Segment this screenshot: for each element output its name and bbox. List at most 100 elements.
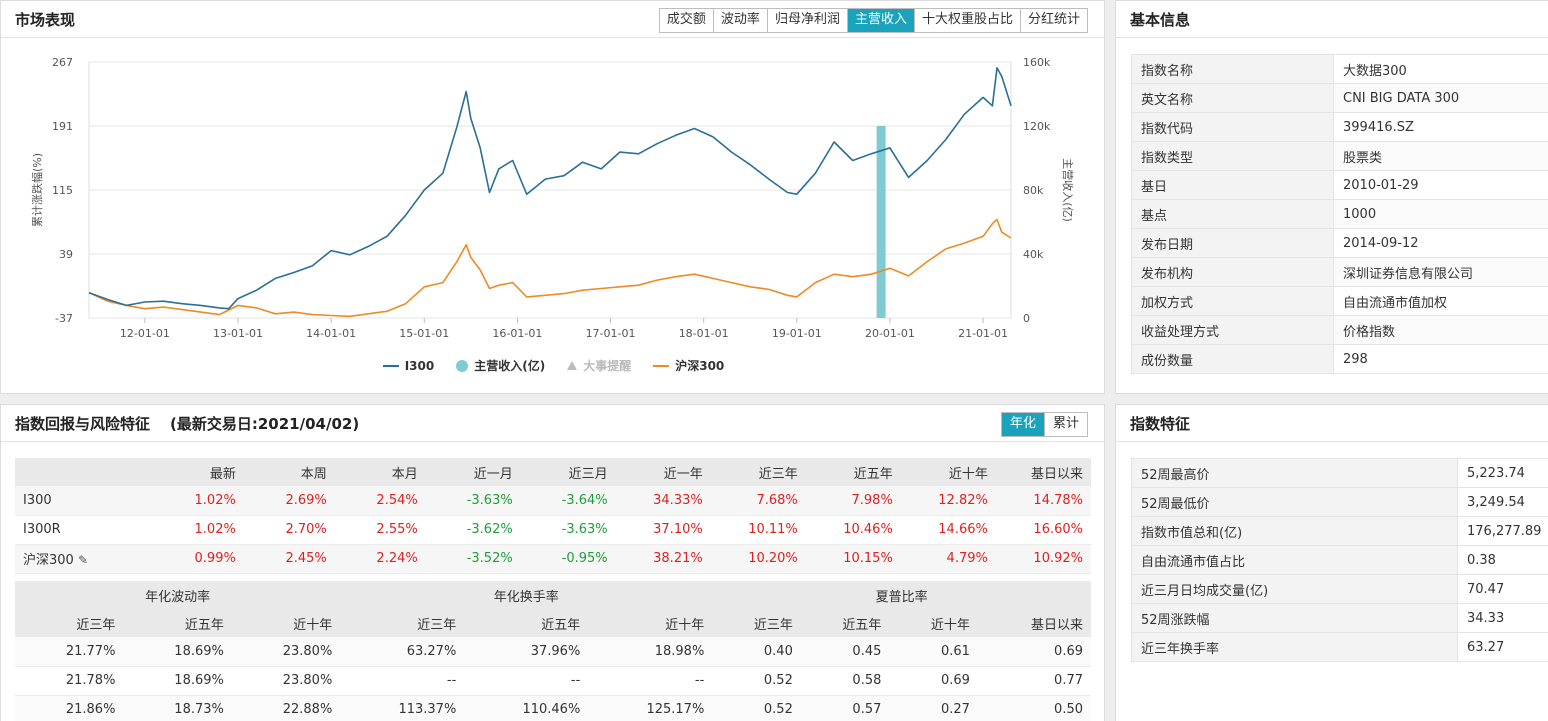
- info-key: 基点: [1131, 199, 1334, 229]
- returns-panel: 指数回报与风险特征 (最新交易日:2021/04/02) 年化 累计 最新 本周 本月…: [0, 404, 1105, 721]
- returns-col-header: 基日以来: [995, 458, 1091, 486]
- risk-value: 0.40: [712, 637, 801, 667]
- info-value: 2010-01-29: [1333, 170, 1548, 200]
- return-value: -3.64%: [520, 486, 616, 516]
- return-value: 2.54%: [334, 486, 426, 516]
- return-value: 2.69%: [243, 486, 335, 516]
- info-row: 英文名称 CNI BIG DATA 300: [1131, 83, 1548, 113]
- table-row: 21.78% 18.69% 23.80% -- -- -- 0.52 0.58 0.69 0.77: [15, 666, 1091, 696]
- info-value: 2014-09-12: [1333, 228, 1548, 258]
- tab-volatility[interactable]: 波动率: [712, 9, 767, 32]
- info-key: 发布机构: [1131, 257, 1334, 287]
- tab-turnover[interactable]: 成交额: [659, 9, 713, 32]
- info-row: 收益处理方式 价格指数: [1131, 315, 1548, 345]
- tab-net-profit[interactable]: 归母净利润: [766, 9, 847, 32]
- return-value: 14.66%: [900, 515, 996, 545]
- y2-tick-label: 0: [1023, 312, 1030, 325]
- return-value: -0.95%: [520, 544, 616, 574]
- info-key: 指数名称: [1131, 54, 1334, 84]
- info-value: 399416.SZ: [1333, 112, 1548, 142]
- legend-revenue[interactable]: 主营收入(亿): [456, 357, 545, 374]
- risk-value: 0.52: [712, 695, 801, 721]
- info-key: 指数类型: [1131, 141, 1334, 171]
- return-value: 7.68%: [710, 486, 806, 516]
- risk-value: 63.27%: [340, 637, 465, 667]
- returns-col-header: 本周: [243, 458, 335, 486]
- toggle-annualized[interactable]: 年化: [1001, 413, 1044, 436]
- risk-col-header: 基日以来: [977, 609, 1091, 637]
- info-row: 加权方式 自由流通市值加权: [1131, 286, 1548, 316]
- return-value: 0.99%: [152, 544, 244, 574]
- legend-hs300[interactable]: 沪深300: [653, 357, 724, 374]
- return-value: 2.70%: [243, 515, 335, 545]
- risk-value: 21.78%: [15, 666, 124, 696]
- return-value: 12.82%: [900, 486, 996, 516]
- return-value: 1.02%: [152, 486, 244, 516]
- risk-value: --: [464, 666, 589, 696]
- info-key: 基日: [1131, 170, 1334, 200]
- return-value: 4.79%: [900, 544, 996, 574]
- risk-value: 22.88%: [231, 695, 341, 721]
- return-value: 10.20%: [710, 544, 806, 574]
- risk-col-header: 近五年: [464, 609, 589, 637]
- risk-value: 23.80%: [231, 666, 341, 696]
- table-row: I300 1.02% 2.69% 2.54% -3.63% -3.64% 34.33% 7.6…: [15, 486, 1091, 516]
- info-key: 英文名称: [1131, 83, 1334, 113]
- tab-dividend[interactable]: 分红统计: [1019, 9, 1087, 32]
- metric-tabs: 成交额 波动率 归母净利润 主营收入 十大权重股占比 分红统计: [658, 8, 1088, 33]
- risk-table: 年化波动率 年化换手率 夏普比率 近三年 近五年 近十年 近三年 近五年 近十年 近三年 近五年 近十…: [15, 581, 1091, 721]
- info-value: 70.47: [1457, 574, 1548, 604]
- tab-revenue[interactable]: 主营收入: [846, 9, 914, 32]
- return-value: 34.33%: [615, 486, 711, 516]
- x-tick-label: 13-01-01: [213, 327, 263, 340]
- info-key: 自由流通市值占比: [1131, 545, 1458, 575]
- info-key: 近三月日均成交量(亿): [1131, 574, 1458, 604]
- i300-line: [88, 67, 1012, 310]
- returns-title: 指数回报与风险特征 (最新交易日:2021/04/02): [15, 415, 360, 433]
- risk-value: 23.80%: [231, 637, 341, 667]
- return-value: 2.55%: [334, 515, 426, 545]
- risk-value: 0.57: [800, 695, 890, 721]
- risk-value: 0.77: [977, 666, 1091, 696]
- return-value: 10.46%: [805, 515, 901, 545]
- risk-value: 18.73%: [123, 695, 232, 721]
- basic-info-table: 指数名称 大数据300 英文名称 CNI BIG DATA 300 指数代码 399416…: [1131, 54, 1548, 374]
- legend-events[interactable]: 大事提醒: [567, 357, 631, 374]
- returns-col-header: 近三年: [710, 458, 806, 486]
- info-row: 基日 2010-01-29: [1131, 170, 1548, 200]
- info-row: 近三月日均成交量(亿) 70.47: [1131, 574, 1548, 604]
- triangle-icon: [567, 361, 578, 370]
- returns-col-header: 近三月: [520, 458, 616, 486]
- y2-tick-label: 120k: [1023, 120, 1051, 133]
- info-value: 1000: [1333, 199, 1548, 229]
- x-tick-label: 17-01-01: [586, 327, 636, 340]
- info-value: 股票类: [1333, 141, 1548, 171]
- legend-i300[interactable]: I300: [382, 357, 434, 374]
- annualized-toggle: 年化 累计: [1000, 412, 1088, 437]
- returns-table: 最新 本周 本月 近一月 近三月 近一年 近三年 近五年 近十年 基日以来 I300 1.02% 2.6…: [15, 458, 1091, 574]
- info-value: CNI BIG DATA 300: [1333, 83, 1548, 113]
- tab-top10-weight[interactable]: 十大权重股占比: [913, 9, 1020, 32]
- risk-value: 21.77%: [15, 637, 124, 667]
- x-tick-label: 12-01-01: [120, 327, 170, 340]
- info-row: 52周涨跌幅 34.33: [1131, 603, 1548, 633]
- toggle-cumulative[interactable]: 累计: [1043, 413, 1087, 436]
- info-row: 指数代码 399416.SZ: [1131, 112, 1548, 142]
- edit-icon[interactable]: ✎: [77, 553, 89, 567]
- risk-col-header: 近五年: [800, 609, 890, 637]
- return-value: -3.63%: [520, 515, 616, 545]
- risk-value: --: [588, 666, 713, 696]
- returns-col-header: 近五年: [805, 458, 901, 486]
- returns-col-header: 近十年: [900, 458, 996, 486]
- risk-group: 夏普比率: [712, 581, 1091, 609]
- risk-value: 0.52: [712, 666, 801, 696]
- risk-value: 37.96%: [464, 637, 589, 667]
- risk-value: 21.86%: [15, 695, 124, 721]
- info-key: 成份数量: [1131, 344, 1334, 374]
- return-value: 7.98%: [805, 486, 901, 516]
- risk-col-header: 近十年: [588, 609, 713, 637]
- info-value: 深圳证券信息有限公司: [1333, 257, 1548, 287]
- return-value: 14.78%: [995, 486, 1091, 516]
- info-row: 指数市值总和(亿) 176,277.89: [1131, 516, 1548, 546]
- performance-chart[interactable]: 267 160k 191 120k 115 80k 39 40k -37 0 12-01-01 13-…: [1, 41, 1106, 351]
